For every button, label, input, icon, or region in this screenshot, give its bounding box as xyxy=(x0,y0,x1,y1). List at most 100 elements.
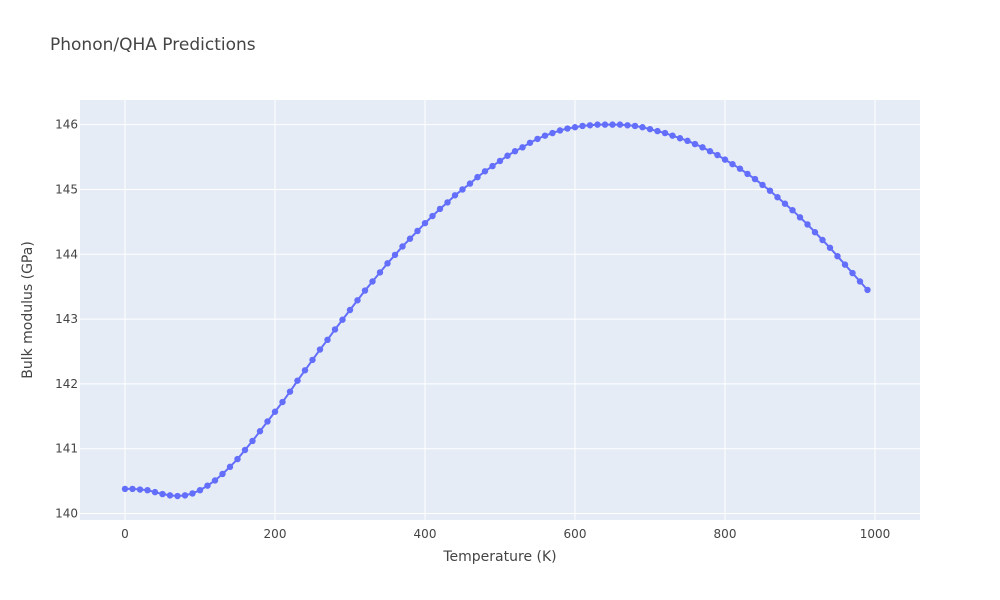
data-point xyxy=(129,485,136,493)
data-point xyxy=(481,168,489,175)
data-point xyxy=(496,157,504,165)
data-point xyxy=(834,253,841,260)
data-point xyxy=(654,127,661,135)
y-tick-label: 145 xyxy=(55,182,78,196)
data-point xyxy=(826,244,834,251)
data-point xyxy=(579,122,586,130)
data-point xyxy=(234,455,241,463)
x-axis-ticks: 0 200 400 600 800 1000 xyxy=(121,527,890,541)
data-point xyxy=(781,200,789,207)
data-point xyxy=(376,269,384,276)
y-axis-title: Bulk modulus (GPa) xyxy=(20,241,36,379)
data-point xyxy=(804,221,811,228)
data-point xyxy=(661,129,669,137)
data-point xyxy=(181,492,189,499)
data-point xyxy=(856,278,864,285)
data-point xyxy=(474,173,481,181)
data-point xyxy=(841,261,849,268)
data-point xyxy=(571,124,579,131)
data-point xyxy=(511,148,519,155)
data-point xyxy=(309,356,316,364)
data-point xyxy=(451,192,459,199)
data-point xyxy=(346,306,354,314)
data-point xyxy=(219,470,226,478)
data-point xyxy=(331,326,339,333)
data-point xyxy=(294,377,301,384)
data-point xyxy=(721,156,729,163)
x-tick-label: 1000 xyxy=(860,527,891,541)
data-point xyxy=(204,482,211,489)
data-point xyxy=(189,490,196,497)
data-point xyxy=(406,235,414,242)
data-point xyxy=(699,144,706,151)
data-point xyxy=(166,492,174,499)
data-point xyxy=(466,180,474,187)
data-point xyxy=(744,170,751,178)
data-point xyxy=(766,187,774,194)
data-point xyxy=(151,488,159,496)
data-point xyxy=(144,486,151,494)
data-point xyxy=(226,463,234,471)
data-point xyxy=(564,125,571,132)
data-point xyxy=(414,227,421,235)
data-point xyxy=(354,297,361,304)
data-point xyxy=(736,165,744,172)
data-point xyxy=(714,151,721,159)
data-point xyxy=(706,148,714,155)
data-point xyxy=(519,144,526,151)
data-point xyxy=(256,428,264,435)
data-point xyxy=(504,152,511,159)
data-point xyxy=(849,269,856,277)
data-point xyxy=(534,135,541,143)
data-point xyxy=(249,437,256,445)
data-point xyxy=(159,490,166,498)
data-point xyxy=(684,137,691,145)
x-axis-title: Temperature (K) xyxy=(442,549,556,565)
data-point xyxy=(264,418,271,425)
data-point xyxy=(279,398,286,406)
data-point xyxy=(324,336,331,344)
data-point xyxy=(676,135,684,142)
data-point xyxy=(369,278,376,285)
plot-area xyxy=(80,100,920,520)
data-point xyxy=(691,140,699,148)
data-point xyxy=(646,125,654,133)
data-point xyxy=(271,408,279,415)
data-point xyxy=(811,229,819,236)
y-tick-label: 146 xyxy=(55,118,78,132)
y-tick-label: 143 xyxy=(55,312,78,326)
data-point xyxy=(624,122,631,129)
data-point xyxy=(444,199,451,206)
data-point xyxy=(774,194,781,201)
data-point xyxy=(316,346,324,353)
data-point xyxy=(759,181,766,189)
data-point xyxy=(436,205,444,213)
data-point xyxy=(489,162,496,170)
data-point xyxy=(136,486,144,493)
data-point xyxy=(421,219,429,227)
data-point xyxy=(196,486,204,494)
y-tick-label: 142 xyxy=(55,377,78,391)
data-point xyxy=(586,122,594,129)
data-point xyxy=(729,160,736,168)
data-point xyxy=(541,132,549,139)
data-point xyxy=(361,287,369,294)
data-point xyxy=(549,129,556,137)
data-point xyxy=(339,316,346,323)
data-point xyxy=(211,477,219,484)
data-point xyxy=(556,127,564,134)
data-point xyxy=(526,139,534,146)
data-point xyxy=(616,121,624,128)
series-markers xyxy=(121,121,871,500)
data-point xyxy=(301,367,309,374)
y-tick-label: 140 xyxy=(55,507,78,521)
x-tick-label: 600 xyxy=(564,527,587,541)
y-tick-label: 141 xyxy=(55,442,78,456)
data-point xyxy=(601,121,609,128)
y-tick-label: 144 xyxy=(55,247,78,261)
data-point xyxy=(429,212,436,220)
chart-title: Phonon/QHA Predictions xyxy=(50,35,256,55)
x-tick-label: 800 xyxy=(714,527,737,541)
series-line xyxy=(125,123,869,498)
data-point xyxy=(789,206,796,214)
